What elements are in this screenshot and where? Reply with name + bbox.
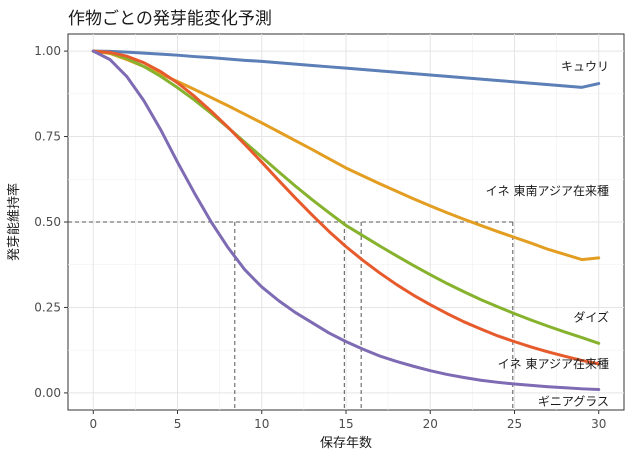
chart-title: 作物ごとの発芽能変化予測: [68, 9, 272, 29]
series-label-3: イネ 東アジア在来種: [498, 357, 609, 371]
x-tick-label: 5: [174, 417, 182, 431]
y-tick-label: 0.50: [34, 215, 61, 229]
x-tick-label: 0: [89, 417, 97, 431]
series-line-3: [91, 49, 601, 366]
y-tick-label: 0.75: [34, 130, 61, 144]
x-axis: 0 5 10 15 20 25 30: [89, 410, 606, 431]
x-tick-label: 10: [254, 417, 269, 431]
y-tick-label: 0.00: [34, 386, 61, 400]
reference-lines: [68, 221, 514, 410]
x-tick-label: 30: [591, 417, 606, 431]
series-label-4: ギニアグラス: [538, 394, 609, 408]
x-axis-title: 保存年数: [320, 436, 372, 451]
x-tick-label: 20: [423, 417, 438, 431]
series-line-2: [91, 49, 601, 345]
series-label-0: キュウリ: [561, 59, 609, 73]
series-line-4: [91, 49, 601, 391]
series-label-2: ダイズ: [573, 310, 609, 325]
x-tick-label: 15: [338, 417, 353, 431]
y-axis-title: 発芽能維持率: [6, 183, 22, 261]
grid: [68, 34, 624, 410]
x-tick-label: 25: [507, 417, 522, 431]
y-tick-label: 1.00: [34, 44, 61, 58]
y-tick-label: 0.25: [34, 300, 61, 314]
series-label-1: イネ 東南アジア在来種: [486, 183, 609, 198]
y-axis: 0.00 0.25 0.50 0.75 1.00: [34, 44, 68, 400]
series-line-0: [91, 49, 601, 89]
series-layer: [91, 49, 601, 391]
